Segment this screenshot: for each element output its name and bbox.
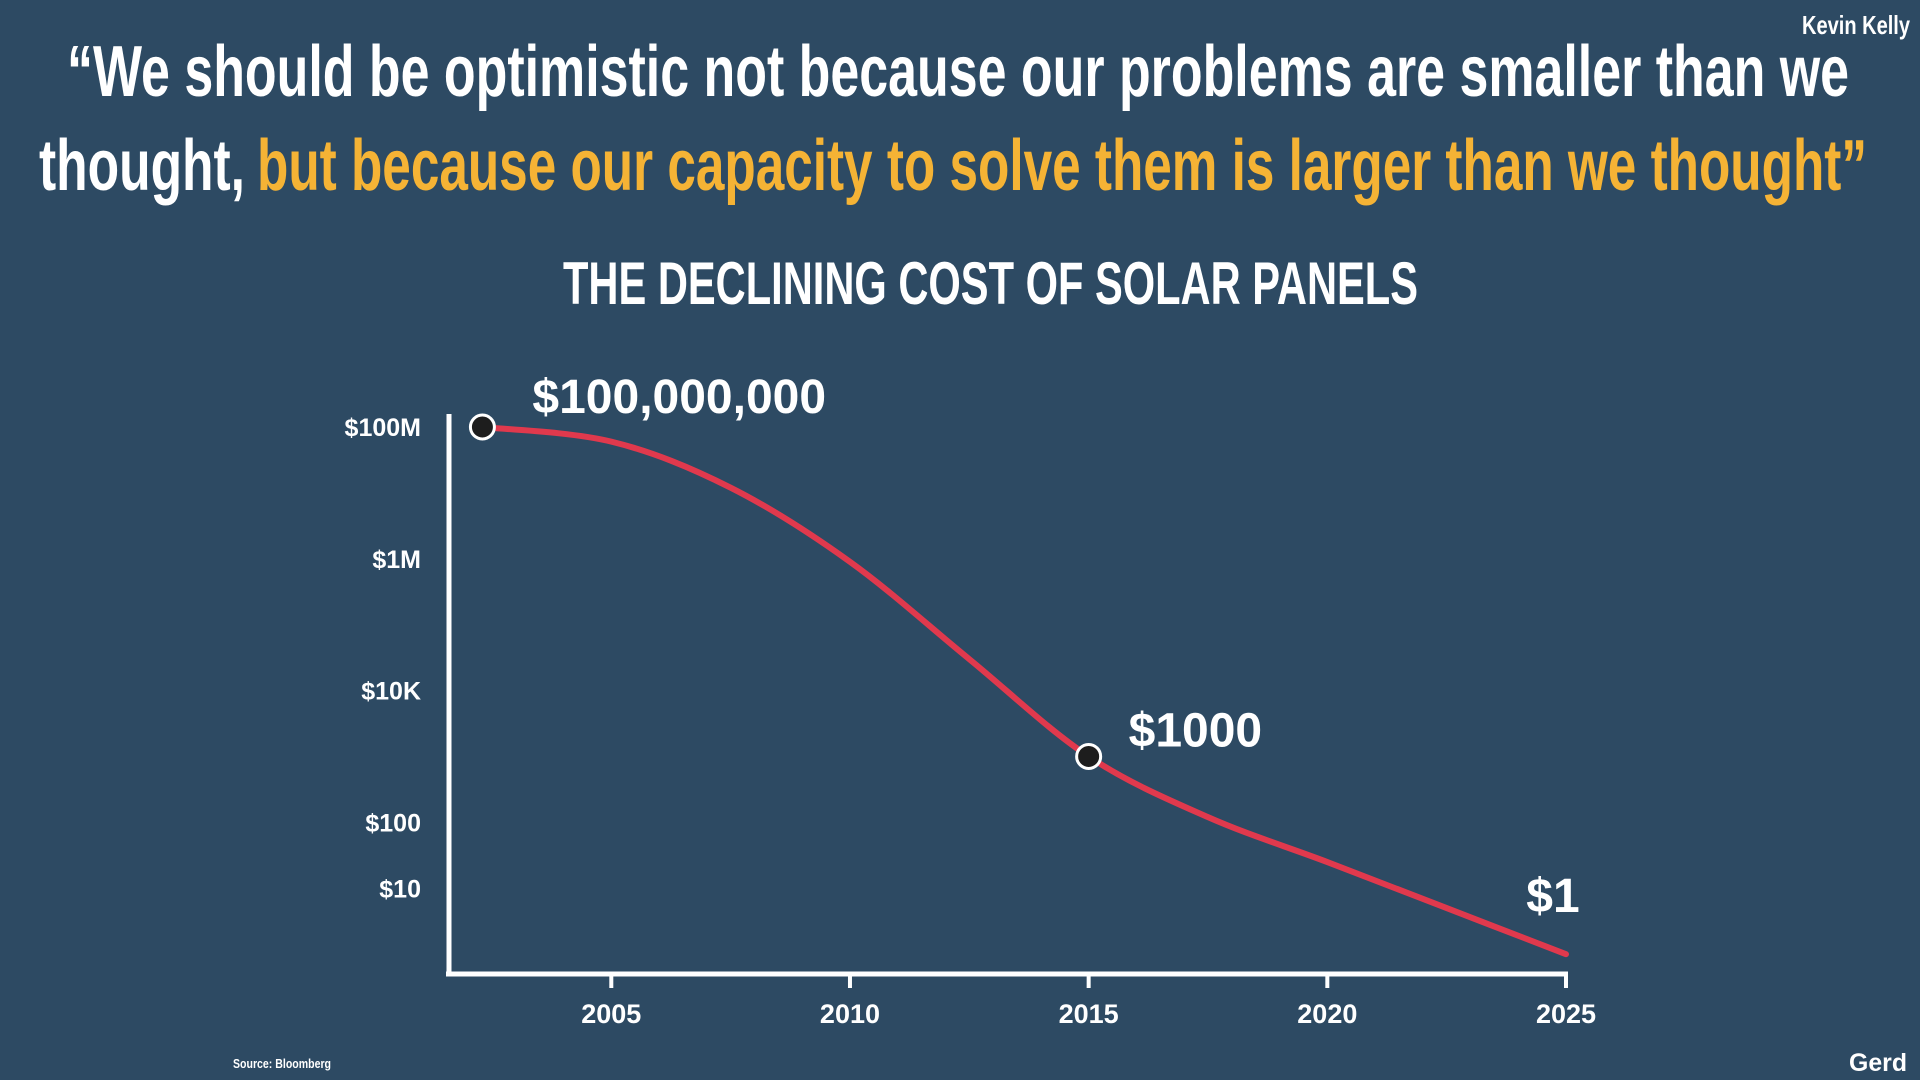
point-marker (468, 413, 496, 441)
point-label: $1 (1526, 870, 1579, 923)
point-label: $100,000,000 (532, 371, 826, 424)
x-tick-label: 2005 (581, 999, 641, 1029)
author: Kevin Kelly (1802, 10, 1910, 40)
y-tick-label: $10 (379, 875, 421, 903)
x-tick-label: 2015 (1059, 999, 1119, 1029)
quote-line: “We should be optimistic not because our… (67, 32, 1849, 112)
chart-title: THE DECLINING COST OF SOLAR PANELS (563, 250, 1418, 317)
y-tick-label: $1M (372, 546, 421, 574)
cost-line (479, 424, 1569, 958)
quote-line: thought, (39, 126, 245, 206)
y-tick-label: $100 (365, 809, 421, 837)
quote-highlight: but because our capacity to solve them i… (257, 126, 1867, 206)
point-marker (1075, 742, 1103, 770)
x-tick-label: 2025 (1536, 999, 1596, 1029)
point-label: $1000 (1129, 704, 1262, 757)
y-tick-label: $10K (361, 678, 421, 706)
x-tick-label: 2020 (1297, 999, 1357, 1029)
y-tick-label: $100M (345, 414, 421, 442)
source: Source: Bloomberg (233, 1056, 331, 1071)
brand: Gerd (1849, 1049, 1907, 1077)
x-tick-label: 2010 (820, 999, 880, 1029)
